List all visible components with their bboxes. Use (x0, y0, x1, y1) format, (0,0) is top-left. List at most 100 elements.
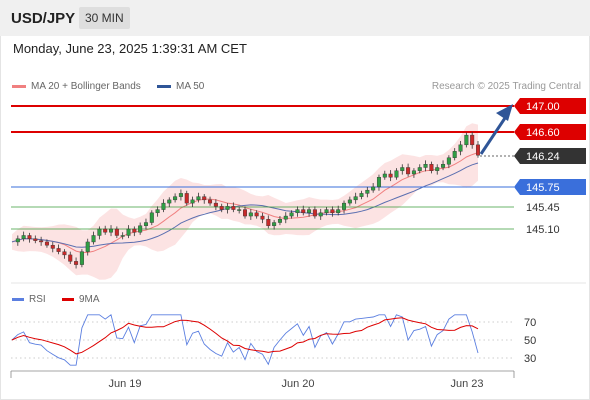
candle-body (435, 167, 440, 171)
forecast-arrow (479, 117, 507, 155)
price-label: 147.00 (526, 101, 560, 113)
timeframe-badge[interactable]: 30 MIN (79, 7, 130, 29)
header-bar: USD/JPY 30 MIN (0, 0, 590, 36)
candle-body (56, 248, 61, 252)
forecast-arrow-head (496, 104, 513, 121)
candle-body (39, 240, 44, 243)
candle-body (411, 170, 416, 175)
rsi-line (11, 314, 479, 366)
candle-body (85, 241, 90, 252)
candle-body (202, 196, 207, 201)
candle-body (446, 157, 451, 165)
candle-body (260, 215, 265, 220)
candle-body (295, 209, 300, 214)
legend-ma50-label: MA 50 (176, 81, 205, 92)
candle-body (266, 219, 271, 226)
candle-body (33, 238, 38, 241)
ma50-swatch (157, 84, 171, 88)
candle-body (68, 254, 73, 262)
rsi-9ma-line (11, 317, 479, 355)
legend-ma20: MA 20 + Bollinger Bands (12, 81, 141, 92)
price-label-box (514, 179, 586, 195)
candle-body (50, 244, 55, 249)
candle-body (109, 228, 114, 233)
candle-body (353, 196, 358, 201)
legend-ma20-label: MA 20 + Bollinger Bands (31, 81, 141, 92)
candle-body (359, 193, 364, 197)
ma20-swatch (12, 84, 26, 88)
candle-body (138, 225, 143, 233)
candle-body (423, 164, 428, 168)
candle-body (330, 209, 335, 214)
x-axis-label: Jun 20 (281, 378, 314, 390)
candle-body (406, 167, 411, 175)
candle-body (161, 202, 166, 210)
candle-body (237, 209, 242, 211)
candle-body (365, 189, 370, 194)
candle-body (190, 199, 195, 204)
candle-body (248, 212, 253, 217)
candle-body (91, 235, 96, 243)
candle-body (394, 170, 399, 178)
bollinger-band (12, 123, 478, 280)
candle-body (97, 228, 102, 236)
candle-body (62, 251, 67, 256)
candle-body (376, 177, 381, 188)
legend-9ma: 9MA (62, 294, 100, 305)
candle-body (324, 209, 329, 214)
candle-body (74, 261, 79, 265)
candle-body (347, 199, 352, 204)
candle-body (336, 209, 341, 214)
candle-body (213, 202, 218, 207)
candle-body (382, 173, 387, 178)
rsi-level-label: 70 (524, 317, 536, 329)
candle-body (283, 215, 288, 220)
candle-body (312, 209, 317, 217)
candle-body (126, 228, 131, 236)
instrument-title: USD/JPY (11, 10, 76, 27)
rsi-swatch (12, 297, 24, 301)
candle-body (79, 251, 84, 265)
timestamp: Monday, June 23, 2025 1:39:31 AM CET (13, 41, 247, 56)
candle-body (289, 212, 294, 217)
candle-body (149, 212, 154, 223)
x-axis-label: Jun 23 (450, 378, 483, 390)
price-label: 145.75 (526, 182, 560, 194)
candle-body (458, 144, 463, 152)
rsi-level-label: 50 (524, 335, 536, 347)
candle-body (307, 209, 312, 214)
price-label: 146.60 (526, 127, 560, 139)
candle-body (27, 235, 32, 239)
research-credit: Research © 2025 Trading Central (431, 81, 581, 92)
candle-body (301, 209, 306, 214)
candle-body (342, 202, 347, 210)
candle-body (15, 238, 20, 243)
candle-body (225, 206, 230, 210)
price-label: 145.10 (526, 224, 560, 236)
candle-body (155, 209, 160, 214)
candle-body (272, 222, 277, 226)
price-label-box (514, 98, 586, 114)
candle-body (103, 228, 108, 233)
candle-body (167, 199, 172, 204)
candle-body (476, 144, 481, 156)
candle-body (178, 193, 183, 197)
candle-body (318, 212, 323, 217)
legend-ma50: MA 50 (157, 81, 204, 92)
candle-body (184, 193, 189, 204)
candle-body (254, 212, 259, 217)
candle-body (452, 151, 457, 158)
candle-body (371, 186, 376, 191)
candle-body (143, 222, 148, 226)
candle-body (44, 241, 49, 246)
candle-body (173, 196, 178, 201)
candle-body (417, 167, 422, 171)
price-label-box (514, 124, 586, 140)
candle-body (120, 235, 125, 237)
price-label: 146.24 (526, 151, 560, 163)
candle-body (21, 235, 26, 239)
candle-body (219, 206, 224, 210)
candle-body (242, 209, 247, 217)
legend-9ma-label: 9MA (79, 294, 100, 305)
